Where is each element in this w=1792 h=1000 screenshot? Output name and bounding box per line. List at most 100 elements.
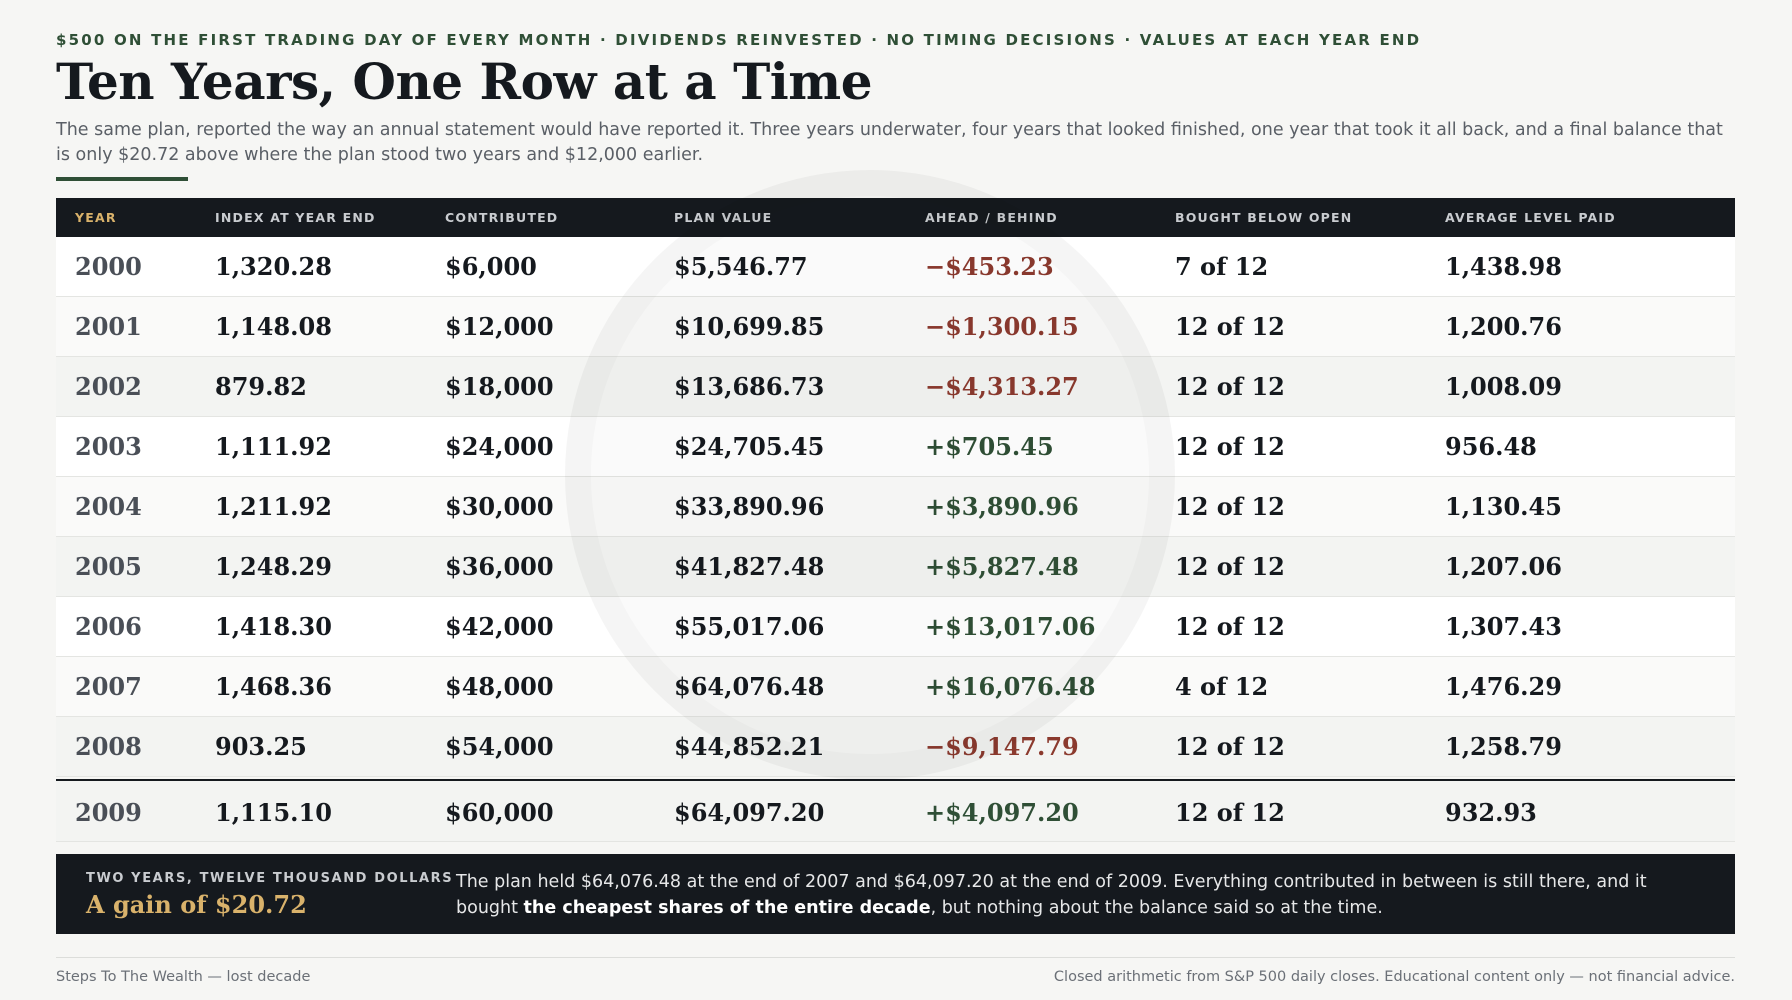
table-cell: 12 of 12 (1175, 798, 1285, 827)
table-cell: 1,476.29 (1445, 672, 1562, 701)
subtitle: The same plan, reported the way an annua… (56, 120, 1723, 165)
table-cell: $10,699.85 (674, 312, 825, 341)
table-cell: 2003 (75, 432, 142, 461)
table-cell: 1,130.45 (1445, 492, 1562, 521)
table-cell: 12 of 12 (1175, 432, 1285, 461)
table-cell: $48,000 (445, 672, 554, 701)
table-cell: 879.82 (215, 372, 307, 401)
table-cell: +$705.45 (925, 432, 1054, 461)
table-cell: 2002 (75, 372, 142, 401)
callout-text: The plan held $64,076.48 at the end of 2… (456, 869, 1706, 921)
table-cell: $54,000 (445, 732, 554, 761)
table-cell: $44,852.21 (674, 732, 825, 761)
table-cell: 7 of 12 (1175, 252, 1269, 281)
table-cell: $30,000 (445, 492, 554, 521)
table-cell: 1,111.92 (215, 432, 332, 461)
column-header: BOUGHT BELOW OPEN (1175, 210, 1353, 225)
table-cell: 1,200.76 (1445, 312, 1562, 341)
table-cell: $64,097.20 (674, 798, 825, 827)
table-cell: 1,115.10 (215, 798, 332, 827)
table-cell: $33,890.96 (674, 492, 825, 521)
table-cell: $24,705.45 (674, 432, 825, 461)
table-row: 2006 1,418.30 $42,000 $55,017.06 +$13,017.06… (56, 597, 1735, 657)
table-cell: $64,076.48 (674, 672, 825, 701)
kicker: $500 ON THE FIRST TRADING DAY OF EVERY M… (56, 31, 1422, 49)
table-cell: −$9,147.79 (925, 732, 1079, 761)
table-cell: 1,248.29 (215, 552, 332, 581)
table-cell: $55,017.06 (674, 612, 825, 641)
table-cell: 2009 (75, 798, 142, 827)
table-cell: 903.25 (215, 732, 307, 761)
column-header: YEAR (75, 210, 117, 225)
table-cell: +$13,017.06 (925, 612, 1096, 641)
table-cell: +$4,097.20 (925, 798, 1079, 827)
callout-text-bold: the cheapest shares of the entire decade (523, 898, 931, 918)
column-header: CONTRIBUTED (445, 210, 559, 225)
footer-left: Steps To The Wealth — lost decade (56, 969, 311, 985)
column-header: AHEAD / BEHIND (925, 210, 1058, 225)
table-cell: 1,258.79 (1445, 732, 1562, 761)
table-cell: +$16,076.48 (925, 672, 1096, 701)
table-cell: 12 of 12 (1175, 552, 1285, 581)
table-cell: $42,000 (445, 612, 554, 641)
callout: TWO YEARS, TWELVE THOUSAND DOLLARS A gai… (56, 854, 1735, 934)
table-cell: −$1,300.15 (925, 312, 1079, 341)
table-cell: 932.93 (1445, 798, 1537, 827)
table-cell: 2008 (75, 732, 142, 761)
table-cell: 1,320.28 (215, 252, 332, 281)
callout-text-before: The plan held $64,076.48 at the end of 2… (456, 872, 1647, 918)
accent-rule (56, 177, 188, 181)
table-row: 2003 1,111.92 $24,000 $24,705.45 +$705.45 12 … (56, 417, 1735, 477)
table-cell: 2000 (75, 252, 142, 281)
table-cell: 2007 (75, 672, 142, 701)
table-cell: 1,008.09 (1445, 372, 1562, 401)
footer-right: Closed arithmetic from S&P 500 daily clo… (1053, 969, 1735, 985)
column-header: INDEX AT YEAR END (215, 210, 376, 225)
table-cell: 12 of 12 (1175, 612, 1285, 641)
table-cell: −$453.23 (925, 252, 1054, 281)
table-cell: $6,000 (445, 252, 537, 281)
table-cell: 2001 (75, 312, 142, 341)
table-row: 2002 879.82 $18,000 $13,686.73 −$4,313.27 12 … (56, 357, 1735, 417)
table-cell: 2006 (75, 612, 142, 641)
table-cell: −$4,313.27 (925, 372, 1079, 401)
table-cell: $24,000 (445, 432, 554, 461)
table-row: 2007 1,468.36 $48,000 $64,076.48 +$16,076.48… (56, 657, 1735, 717)
table-cell: 1,468.36 (215, 672, 332, 701)
table: YEAR INDEX AT YEAR END CONTRIBUTED PLAN VAL… (56, 198, 1735, 842)
footer-rule (56, 957, 1735, 958)
callout-text-after: , but nothing about the balance said so … (930, 898, 1383, 918)
table-cell: 2005 (75, 552, 142, 581)
callout-headline: A gain of $20.72 (86, 890, 307, 919)
table-cell: 12 of 12 (1175, 732, 1285, 761)
header-row: YEAR INDEX AT YEAR END CONTRIBUTED PLAN VAL… (56, 198, 1735, 237)
table-cell: 12 of 12 (1175, 372, 1285, 401)
column-header: AVERAGE LEVEL PAID (1445, 210, 1616, 225)
table-cell: $5,546.77 (674, 252, 808, 281)
table-cell: 1,438.98 (1445, 252, 1562, 281)
table-cell: $12,000 (445, 312, 554, 341)
table-cell: +$3,890.96 (925, 492, 1079, 521)
table-cell: $41,827.48 (674, 552, 825, 581)
table-cell: 1,211.92 (215, 492, 332, 521)
title: Ten Years, One Row at a Time (56, 52, 873, 111)
table-cell: 956.48 (1445, 432, 1537, 461)
table-cell: 1,307.43 (1445, 612, 1562, 641)
table-cell: $60,000 (445, 798, 554, 827)
column-header: PLAN VALUE (674, 210, 773, 225)
table-cell: $13,686.73 (674, 372, 825, 401)
table-cell: $36,000 (445, 552, 554, 581)
table-cell: 1,207.06 (1445, 552, 1562, 581)
table-row: 2000 1,320.28 $6,000 $5,546.77 −$453.23 7 of … (56, 237, 1735, 297)
table-cell: 12 of 12 (1175, 312, 1285, 341)
table-cell: 1,148.08 (215, 312, 332, 341)
callout-label: TWO YEARS, TWELVE THOUSAND DOLLARS (86, 871, 454, 886)
table-cell: 1,418.30 (215, 612, 332, 641)
table-cell: 2004 (75, 492, 142, 521)
table-row: 2008 903.25 $54,000 $44,852.21 −$9,147.79 12 … (56, 717, 1735, 777)
table-row: 2009 1,115.10 $60,000 $64,097.20 +$4,097.20 1… (56, 779, 1735, 842)
table-row: 2001 1,148.08 $12,000 $10,699.85 −$1,300.15 1… (56, 297, 1735, 357)
table-row: 2005 1,248.29 $36,000 $41,827.48 +$5,827.48 1… (56, 537, 1735, 597)
